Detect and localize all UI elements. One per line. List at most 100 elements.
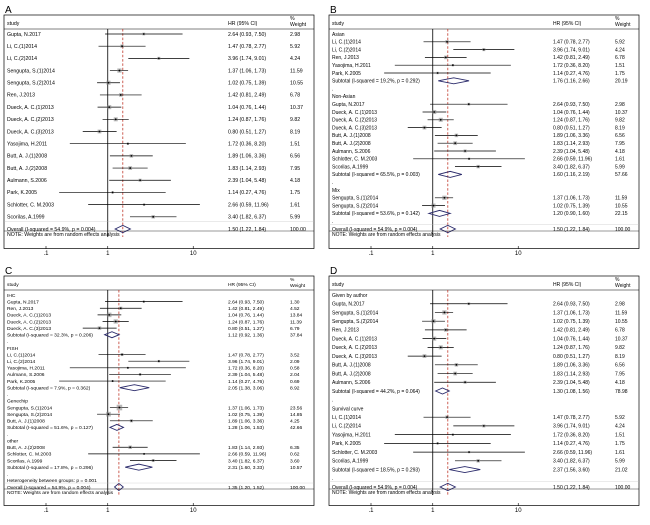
- hr-ci-value: 1.37 (1.06, 1.73): [553, 196, 590, 202]
- pooled-diamond: [113, 482, 125, 492]
- hr-ci-value: 3.40 (1.82, 6.37): [228, 215, 266, 221]
- hr-ci-value: 1.02 (0.75, 1.39): [553, 203, 590, 209]
- weight-value: 10.37: [615, 336, 628, 342]
- study-label: Scorilas, A.1999: [332, 459, 368, 465]
- hr-ci-value: 1.83 (1.14, 2.93): [228, 445, 264, 451]
- study-label: Park, K.2005: [332, 441, 361, 447]
- point-estimate: [444, 56, 447, 59]
- weight-value: 0.69: [290, 379, 300, 385]
- subtotal-label: Subtotal (I-squared = 18.5%, p = 0.293): [332, 467, 420, 473]
- weight-value: 7.95: [615, 371, 625, 377]
- panel-frame: [328, 14, 640, 249]
- study-label: Dueck, A. C.(2)2013: [7, 117, 54, 123]
- study-label: Li, C.(2)2014: [332, 424, 361, 430]
- point-estimate: [121, 45, 123, 48]
- panel-frame: [3, 14, 315, 249]
- study-label: Yasojima, H.2011: [7, 366, 45, 372]
- point-estimate: [467, 302, 470, 305]
- study-label: Li, C.(2)2014: [332, 47, 361, 53]
- weight-value: 6.79: [290, 326, 300, 332]
- point-estimate: [111, 380, 114, 382]
- subtotal-label: Subtotal (I-squared = 7.9%, p = 0.362): [7, 385, 91, 391]
- header-label: IHC: [7, 293, 16, 299]
- pooled-diamond: [439, 482, 457, 492]
- study-label: Yasojima, H.2011: [332, 63, 371, 69]
- point-estimate: [464, 381, 466, 384]
- column-header-hr-ci: HR (95% CI): [228, 21, 258, 27]
- hr-ci-value: 1.04 (0.76, 1.44): [228, 313, 264, 319]
- hr-ci-value: 1.42 (0.81, 2.49): [553, 328, 590, 334]
- weight-value: 10.55: [290, 81, 303, 87]
- study-label: Scorilas, A.1999: [7, 458, 43, 464]
- pooled-diamond: [125, 463, 153, 471]
- point-estimate: [477, 459, 480, 462]
- column-header-weight: Weight: [290, 283, 306, 289]
- x-tick-label: .1: [43, 251, 49, 257]
- hr-ci-value: 1.89 (1.06, 3.36): [553, 133, 590, 139]
- hr-ci-value: 1.12 (0.92, 1.36): [228, 333, 264, 339]
- hr-ci-value: 1.50 (1.22, 1.84): [228, 227, 266, 233]
- weight-value: 4.24: [615, 424, 625, 430]
- subtotal-label: Subtotal (I-squared = 32.3%, p = 0.206): [7, 333, 93, 339]
- weight-value: 11.59: [615, 310, 627, 316]
- weight-value: 22.15: [615, 211, 628, 217]
- point-estimate: [157, 360, 160, 363]
- subtotal-label: Subtotal (I-squared = 17.8%, p = 0.296): [7, 465, 93, 471]
- study-label: Park, K.2005: [7, 379, 36, 385]
- weight-value: 7.95: [615, 141, 625, 147]
- point-estimate: [482, 48, 485, 51]
- study-label: Schlotter, C. M.2003: [7, 452, 52, 458]
- study-label: Ren, J.2013: [7, 93, 35, 99]
- hr-ci-value: 2.64 (0.93, 7.50): [228, 299, 264, 305]
- panel-letter: D: [330, 266, 337, 277]
- weight-value: 13.84: [290, 313, 303, 319]
- hr-ci-value: 2.66 (0.59, 11.96): [228, 452, 267, 458]
- weight-value: 100.00: [290, 227, 306, 233]
- weight-value: 11.59: [615, 196, 627, 202]
- point-estimate: [114, 320, 117, 323]
- point-estimate: [436, 442, 439, 445]
- study-label: Dueck, A. C.(3)2013: [7, 326, 51, 332]
- hr-ci-value: 1.14 (0.27, 4.76): [228, 190, 266, 196]
- weight-value: 21.02: [615, 467, 628, 473]
- weight-value: 3.60: [290, 458, 300, 464]
- point-estimate: [423, 126, 426, 129]
- weight-value: 2.04: [290, 372, 300, 378]
- hr-ci-value: 1.02 (0.75, 1.39): [228, 81, 266, 87]
- point-estimate: [433, 111, 436, 113]
- hr-ci-value: 1.89 (1.06, 3.36): [228, 419, 264, 425]
- pooled-diamond: [434, 387, 451, 395]
- study-label: Li, C.(1)2014: [332, 415, 361, 421]
- study-label: Li, C.(2)2014: [7, 56, 37, 62]
- spacer-label: .: [7, 340, 8, 345]
- weight-value: 5.92: [615, 415, 625, 421]
- study-label: Yasojima, H.2011: [7, 141, 47, 147]
- weight-value: 10.57: [290, 465, 303, 471]
- weight-value: 2.98: [615, 302, 625, 308]
- study-label: Yasojima, H.2011: [332, 432, 371, 438]
- panel-letter: A: [5, 5, 12, 16]
- hr-ci-value: 1.14 (0.27, 4.76): [553, 71, 590, 77]
- weight-value: 7.95: [290, 166, 300, 172]
- weight-value: 4.24: [290, 56, 300, 62]
- weight-value: 23.56: [290, 405, 303, 411]
- header-label: other: [7, 438, 19, 444]
- hr-ci-value: 1.50 (1.22, 1.84): [553, 485, 590, 491]
- study-label: Schlotter, C. M.2003: [332, 450, 378, 456]
- study-label: Sengupta, S.(1)2014: [7, 68, 55, 74]
- subtotal-label: Subtotal (I-squared = 44.2%, p = 0.064): [332, 389, 420, 395]
- pooled-diamond: [439, 224, 457, 234]
- weight-value: 8.92: [290, 385, 300, 391]
- hr-ci-value: 1.50 (1.22, 1.84): [553, 227, 590, 233]
- hr-ci-value: 1.37 (1.06, 1.73): [228, 68, 266, 74]
- weight-value: 4.18: [615, 380, 625, 386]
- point-estimate: [157, 57, 160, 60]
- weight-value: 4.24: [615, 47, 625, 53]
- weight-value: 1.75: [615, 71, 625, 77]
- hr-ci-value: 2.66 (0.59, 11.96): [228, 202, 269, 208]
- subtotal-label: Subtotal (I-squared = 51.6%, p = 0.127): [7, 425, 93, 431]
- hr-ci-value: 1.24 (0.87, 1.76): [553, 118, 590, 124]
- point-estimate: [436, 72, 439, 74]
